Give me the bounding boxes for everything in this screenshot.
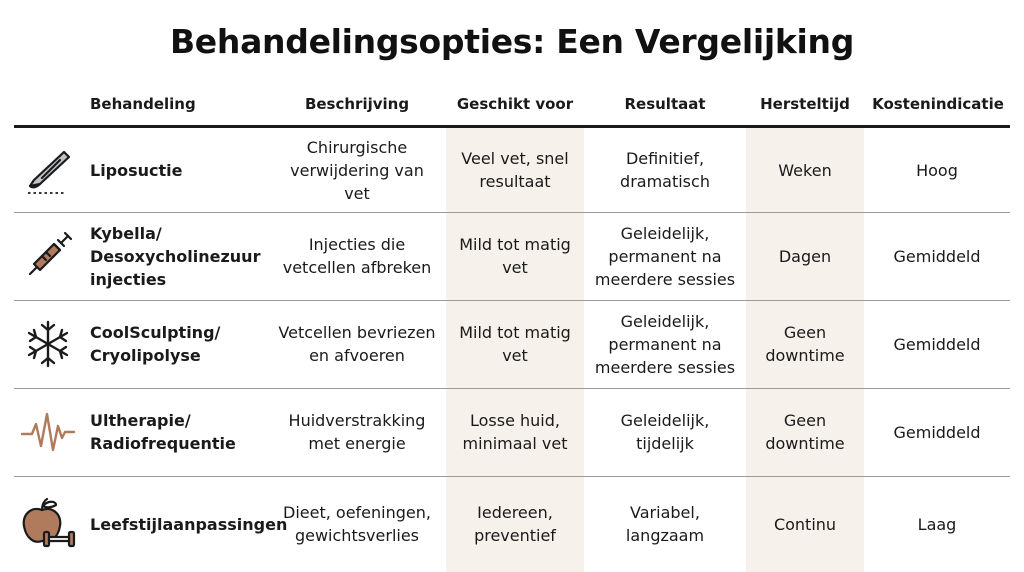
table-row: Liposuctie Chirurgische verwijdering van … bbox=[0, 128, 1024, 212]
table-row: CoolSculpting/ Cryolipolyse Vetcellen bev… bbox=[0, 300, 1024, 388]
cell-resultaat: Geleidelijk, tijdelijk bbox=[620, 411, 710, 453]
treatment-name: Liposuctie bbox=[90, 160, 183, 180]
header-resultaat: Resultaat bbox=[624, 95, 706, 113]
cell-geschikt-voor: Veel vet, snel resultaat bbox=[461, 149, 569, 191]
cell-geschikt-voor: Mild tot matig vet bbox=[459, 235, 571, 277]
cell-hersteltijd: Weken bbox=[778, 160, 832, 180]
row-divider bbox=[14, 212, 1010, 213]
cell-beschrijving: Dieet, oefeningen, gewichtsverlies bbox=[283, 503, 431, 545]
header-hersteltijd: Hersteltijd bbox=[760, 95, 850, 113]
cell-kosten: Gemiddeld bbox=[893, 422, 981, 442]
cell-resultaat: Geleidelijk, permanent na meerdere sessi… bbox=[594, 223, 736, 289]
row-divider bbox=[14, 476, 1010, 477]
column-shade-hersteltijd bbox=[746, 128, 864, 572]
treatment-name: Leefstijlaanpassingen bbox=[90, 514, 288, 534]
cell-resultaat: Definitief, dramatisch bbox=[620, 149, 710, 191]
header-kostenindicatie: Kostenindicatie bbox=[872, 95, 1004, 113]
header-rule bbox=[14, 125, 1010, 128]
cell-resultaat: Variabel, langzaam bbox=[625, 503, 705, 545]
cell-kosten: Hoog bbox=[916, 160, 958, 180]
cell-geschikt-voor: Losse huid, minimaal vet bbox=[462, 411, 568, 453]
cell-hersteltijd: Dagen bbox=[778, 246, 832, 266]
row-divider bbox=[14, 388, 1010, 389]
syringe-icon bbox=[16, 212, 80, 300]
cell-hersteltijd: Geen downtime bbox=[765, 323, 845, 365]
snowflake-icon bbox=[16, 300, 80, 388]
table-row: Kybella/ Desoxycholinezuur injecties Inje… bbox=[0, 212, 1024, 300]
row-divider bbox=[14, 300, 1010, 301]
header-geschikt-voor: Geschikt voor bbox=[456, 95, 574, 113]
treatment-name: Ultherapie/ Radiofrequentie bbox=[90, 411, 236, 453]
cell-beschrijving: Huidverstrakking met energie bbox=[288, 411, 426, 453]
cell-geschikt-voor: Iedereen, preventief bbox=[474, 503, 556, 545]
cell-beschrijving: Injecties die vetcellen afbreken bbox=[282, 235, 432, 277]
header-behandeling: Behandeling bbox=[90, 95, 196, 113]
table-row: Leefstijlaanpassingen Dieet, oefeningen, … bbox=[0, 476, 1024, 572]
treatment-name: CoolSculpting/ Cryolipolyse bbox=[90, 323, 221, 365]
apple-dumbbell-icon bbox=[16, 476, 80, 572]
cell-kosten: Gemiddeld bbox=[893, 246, 981, 266]
table-row: Ultherapie/ Radiofrequentie Huidverstrakk… bbox=[0, 388, 1024, 476]
cell-beschrijving: Chirurgische verwijdering van vet bbox=[290, 137, 424, 203]
cell-hersteltijd: Geen downtime bbox=[765, 411, 845, 453]
pulse-wave-icon bbox=[16, 388, 80, 476]
cell-geschikt-voor: Mild tot matig vet bbox=[459, 323, 571, 365]
scalpel-icon bbox=[16, 128, 80, 212]
column-shade-geschikt-voor bbox=[446, 128, 584, 572]
cell-beschrijving: Vetcellen bevriezen en afvoeren bbox=[278, 323, 436, 365]
treatment-name: Kybella/ Desoxycholinezuur injecties bbox=[90, 223, 261, 289]
page-title: Behandelingsopties: Een Vergelijking bbox=[169, 22, 855, 61]
cell-resultaat: Geleidelijk, permanent na meerdere sessi… bbox=[594, 311, 736, 377]
header-beschrijving: Beschrijving bbox=[304, 95, 410, 113]
cell-hersteltijd: Continu bbox=[773, 514, 837, 534]
cell-kosten: Gemiddeld bbox=[893, 334, 981, 354]
cell-kosten: Laag bbox=[917, 514, 957, 534]
